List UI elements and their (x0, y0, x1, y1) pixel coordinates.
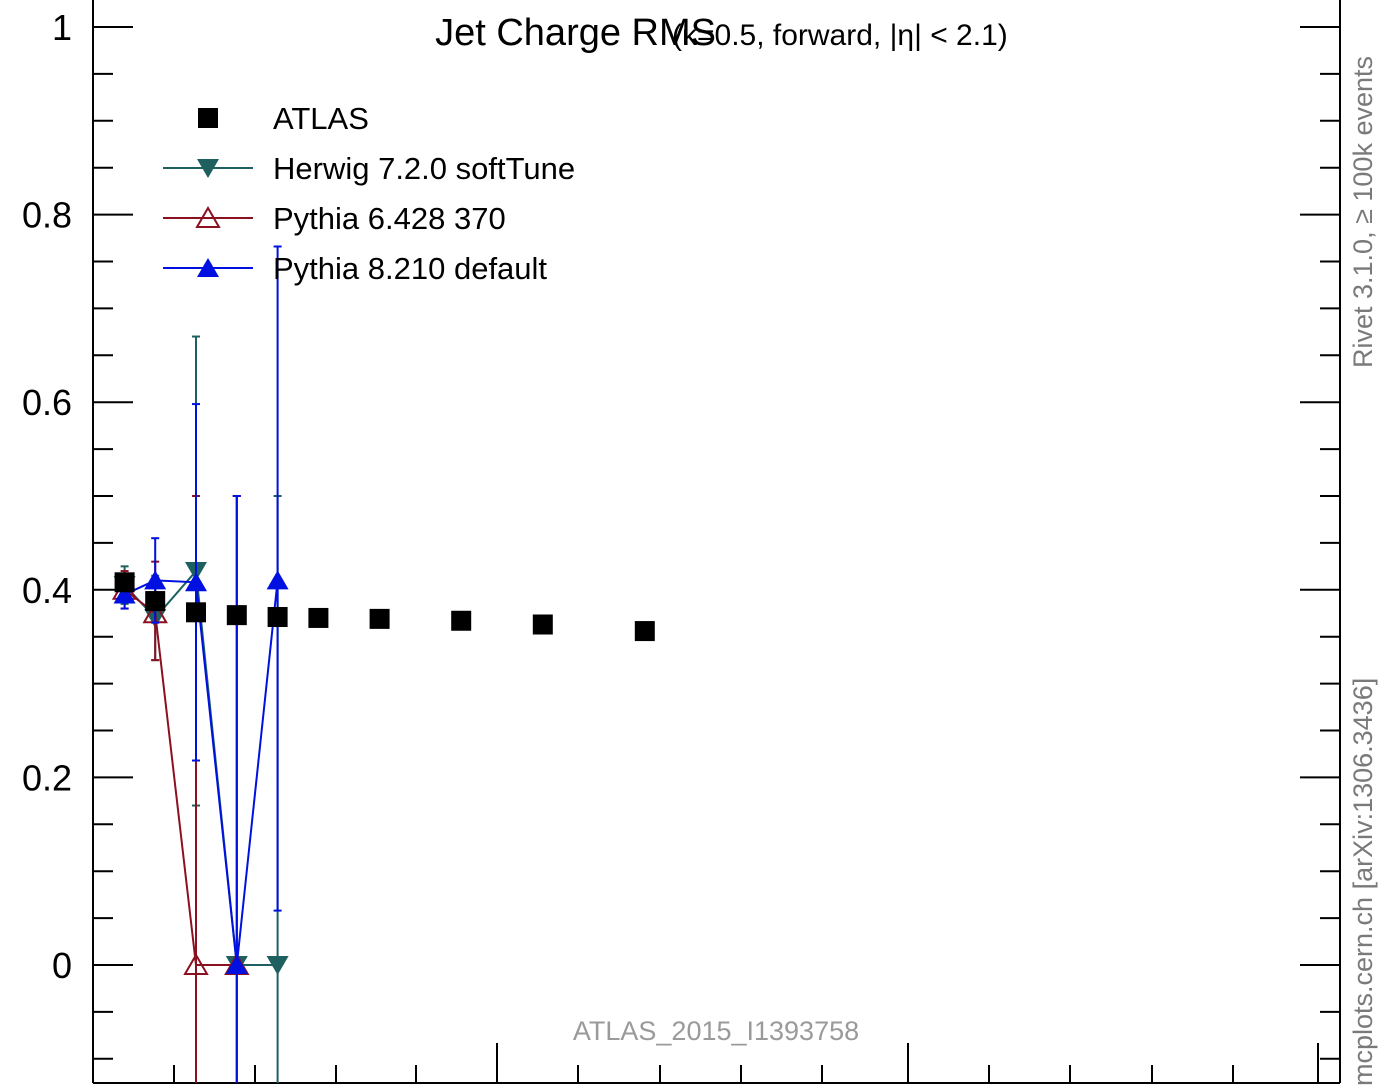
y-tick-label: 0 (52, 945, 72, 986)
data-point (451, 610, 472, 631)
legend-entry-1: Herwig 7.2.0 softTune (163, 151, 575, 186)
axes-frame (92, 0, 1341, 1084)
data-point (266, 570, 289, 590)
data-point (225, 955, 248, 974)
legend-marker (197, 159, 219, 178)
data-point (226, 605, 247, 626)
data-point (369, 608, 390, 629)
series-3 (113, 245, 289, 1083)
data-point (145, 591, 166, 612)
chart-title-sub: (κ=0.5, forward, |η| < 2.1) (672, 19, 1008, 52)
legend-entry-2: Pythia 6.428 370 (163, 201, 506, 236)
data-point (634, 621, 655, 642)
y-tick-label: 0.4 (22, 570, 72, 611)
x-axis-ticks (173, 1043, 1319, 1083)
series-line (123, 589, 237, 966)
data-point (183, 953, 209, 975)
chart-title-main: Jet Charge RMS (435, 12, 716, 54)
data-point (144, 570, 167, 590)
data-point (308, 607, 329, 628)
series-0 (114, 572, 655, 642)
data-point (532, 614, 553, 635)
data-point (186, 602, 206, 623)
legend-label: Herwig 7.2.0 softTune (273, 151, 575, 186)
chart-title: Jet Charge RMS (κ=0.5, forward, |η| < 2.… (435, 12, 1008, 54)
data-point (266, 956, 289, 975)
series-1 (113, 335, 289, 1083)
legend-label: Pythia 6.428 370 (273, 201, 506, 236)
mcplots-source-label: mcplots.cern.ch [arXiv:1306.3436] (1348, 678, 1378, 1086)
legend-marker (197, 258, 219, 277)
legend-label: Pythia 8.210 default (273, 251, 547, 286)
legend-entry-0: ATLAS (198, 101, 369, 136)
data-point (113, 584, 136, 604)
y-tick-label: 1 (52, 7, 72, 48)
legend: ATLAS Herwig 7.2.0 softTune Pythia 6.428 3… (163, 101, 575, 286)
y-axis-ticks: 0 0.2 0.4 0.6 0.8 1 (22, 7, 1340, 1060)
legend-label: ATLAS (273, 101, 369, 136)
legend-marker (198, 108, 218, 128)
data-point (185, 572, 207, 592)
y-tick-label: 0.2 (22, 757, 72, 798)
legend-entry-3: Pythia 8.210 default (163, 251, 547, 286)
data-point (267, 607, 288, 628)
series-line (124, 579, 279, 966)
y-tick-label: 0.6 (22, 382, 72, 423)
rivet-version-label: Rivet 3.1.0, ≥ 100k events (1348, 56, 1378, 368)
legend-marker (195, 206, 221, 228)
data-point (114, 572, 135, 593)
y-tick-label: 0.8 (22, 195, 72, 236)
series-layer (111, 245, 655, 1083)
analysis-tag: ATLAS_2015_I1393758 (573, 1016, 859, 1046)
